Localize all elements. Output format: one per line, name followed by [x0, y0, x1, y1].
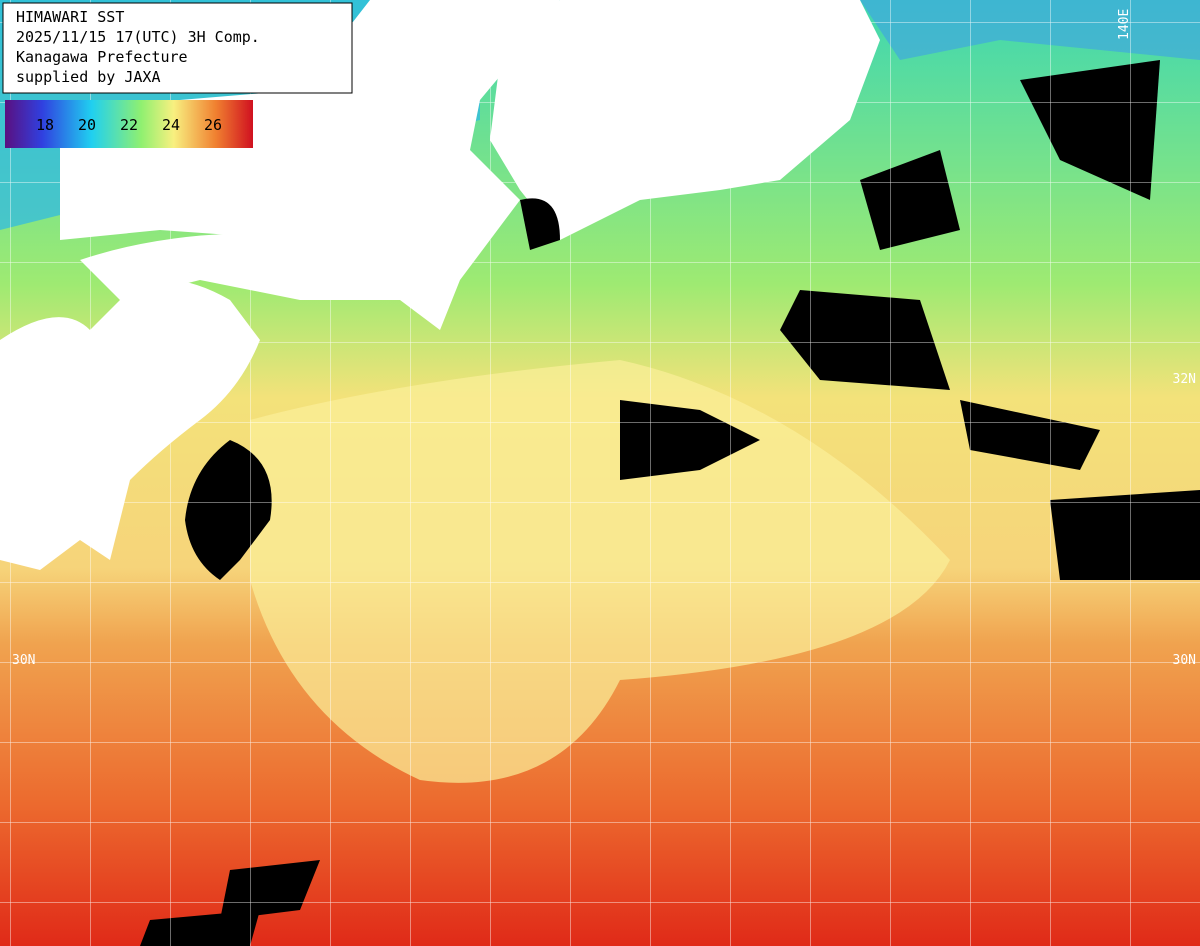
latitude-label: 30N — [1173, 653, 1196, 668]
colorbar-tick-label: 24 — [162, 116, 180, 134]
colorbar-tick-label: 18 — [36, 116, 54, 134]
latitude-label: 30N — [12, 653, 35, 668]
longitude-label: 136E — [477, 9, 492, 40]
header-line: HIMAWARI SST — [16, 8, 124, 26]
header-line: Kanagawa Prefecture — [16, 48, 188, 66]
colorbar-tick-label: 26 — [204, 116, 222, 134]
colorbar-tick-label: 20 — [78, 116, 96, 134]
longitude-label: 140E — [1117, 9, 1132, 40]
header-line: supplied by JAXA — [16, 68, 161, 86]
latitude-label: 32N — [1173, 372, 1196, 387]
header-line: 2025/11/15 17(UTC) 3H Comp. — [16, 28, 260, 46]
colorbar — [5, 100, 253, 148]
header-box — [2, 2, 353, 94]
colorbar-tick-label: 22 — [120, 116, 138, 134]
latitude-label: 32N — [12, 372, 35, 387]
